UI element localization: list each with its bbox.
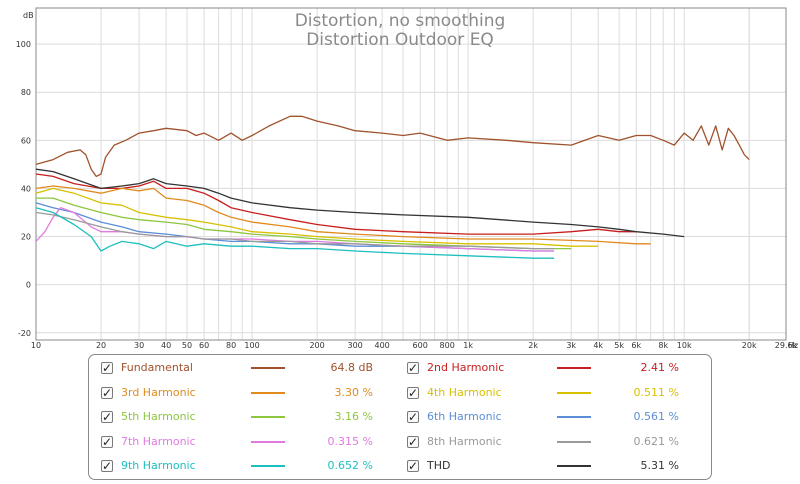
x-tick-label: 80 [226,341,236,350]
legend-item-7th-harmonic: 7th Harmonic 0.315 % [101,432,401,452]
legend-label: 8th Harmonic [427,434,502,448]
legend-swatch [557,367,591,369]
x-tick-label: 40 [161,341,171,350]
x-tick-label: 5k [614,341,624,350]
x-tick-label: 600 [413,341,428,350]
x-tick-label: 100 [244,341,259,350]
legend-swatch [557,391,591,394]
y-tick-label: 0 [26,281,31,290]
x-tick-label: 4k [593,341,603,350]
x-tick-label: 20 [96,341,106,350]
x-tick-label: 8k [658,341,668,350]
chart-subtitle: Distortion Outdoor EQ [306,30,494,50]
x-tick-label: 10 [31,341,41,350]
legend-checkbox[interactable] [101,432,113,452]
legend-panel: Fundamental 64.8 dB 2nd Harmonic 2.41 % 3rd … [88,354,712,480]
legend-value: 5.31 % [640,459,679,472]
legend-item-2nd-harmonic: 2nd Harmonic 2.41 % [407,358,707,378]
y-tick-label: 60 [21,136,31,145]
series-line-9th-harmonic [35,207,555,259]
legend-swatch [251,465,285,467]
x-tick-label: 800 [440,341,455,350]
legend-value: 2.41 % [640,361,679,374]
x-tick-label: 400 [374,341,389,350]
legend-label: 9th Harmonic [121,459,196,472]
legend-value: 0.652 % [327,459,373,472]
legend-value: 3.30 % [334,385,373,399]
x-tick-label: 29.6k [775,341,798,350]
y-tick-label: 100 [16,40,31,49]
chart-title: Distortion, no smoothing [295,11,506,31]
legend-checkbox[interactable] [407,432,419,452]
legend-checkbox[interactable] [101,407,113,427]
legend-item-4th-harmonic: 4th Harmonic 0.511 % [407,383,707,403]
legend-label: 2nd Harmonic [427,361,505,374]
legend-label: Fundamental [121,361,193,374]
legend-value: 0.621 % [633,434,679,448]
series-line-thd [35,168,685,238]
series-line-5th-harmonic [36,197,572,250]
legend-checkbox[interactable] [407,383,419,403]
legend-label: 7th Harmonic [121,434,196,448]
legend-value: 0.511 % [633,385,679,399]
legend-value: 3.16 % [334,410,373,423]
legend-label: 3rd Harmonic [121,385,196,399]
legend-swatch [557,440,591,443]
legend-item-9th-harmonic: 9th Harmonic 0.652 % [101,456,401,476]
x-tick-label: 30 [134,341,144,350]
y-axis-unit: dB [23,11,34,20]
legend-checkbox[interactable] [101,383,113,403]
x-axis-unit: Hz [788,341,798,350]
legend-checkbox[interactable] [101,456,113,476]
legend-swatch [251,416,285,418]
x-tick-label: 300 [348,341,363,350]
legend-item-8th-harmonic: 8th Harmonic 0.621 % [407,432,707,452]
legend-checkbox[interactable] [407,358,419,378]
legend-swatch [251,440,285,443]
legend-item-thd: THD 5.31 % [407,456,707,476]
y-tick-label: 20 [21,233,31,242]
series-line-2nd-harmonic [35,173,637,235]
y-tick-label: -20 [18,329,31,338]
x-tick-label: 2k [528,341,538,350]
distortion-chart: -20 0 20 40 60 80 100 10 20 30 40 50 60 80 100 200 300 4… [15,7,799,350]
x-tick-label: 60 [199,341,209,350]
legend-swatch [251,367,285,369]
y-tick-label: 80 [21,88,31,97]
legend-label: 4th Harmonic [427,385,502,399]
legend-label: THD [427,459,451,472]
x-tick-label: 50 [182,341,192,350]
legend-checkbox[interactable] [407,456,419,476]
x-tick-label: 20k [742,341,757,350]
x-tick-label: 1k [463,341,473,350]
legend-value: 0.315 % [327,434,373,448]
x-tick-label: 200 [309,341,324,350]
legend-item-6th-harmonic: 6th Harmonic 0.561 % [407,407,707,427]
x-tick-label: 3k [566,341,576,350]
series-line-fundamental [35,115,750,178]
legend-item-3rd-harmonic: 3rd Harmonic 3.30 % [101,383,401,403]
legend-swatch [557,416,591,418]
series-line-3rd-harmonic [35,185,651,245]
series-line-4th-harmonic [35,187,599,247]
legend-label: 6th Harmonic [427,410,502,423]
legend-value: 64.8 dB [330,361,373,374]
series-line-8th-harmonic [35,211,555,250]
y-tick-label: 40 [21,184,31,193]
legend-swatch [557,465,591,467]
legend-checkbox[interactable] [101,358,113,378]
legend-swatch [251,391,285,394]
legend-item-5th-harmonic: 5th Harmonic 3.16 % [101,407,401,427]
x-tick-label: 10k [677,341,692,350]
legend-label: 5th Harmonic [121,410,196,423]
legend-checkbox[interactable] [407,407,419,427]
x-tick-label: 6k [631,341,641,350]
legend-value: 0.561 % [633,410,679,423]
legend-item-fundamental: Fundamental 64.8 dB [101,358,401,378]
